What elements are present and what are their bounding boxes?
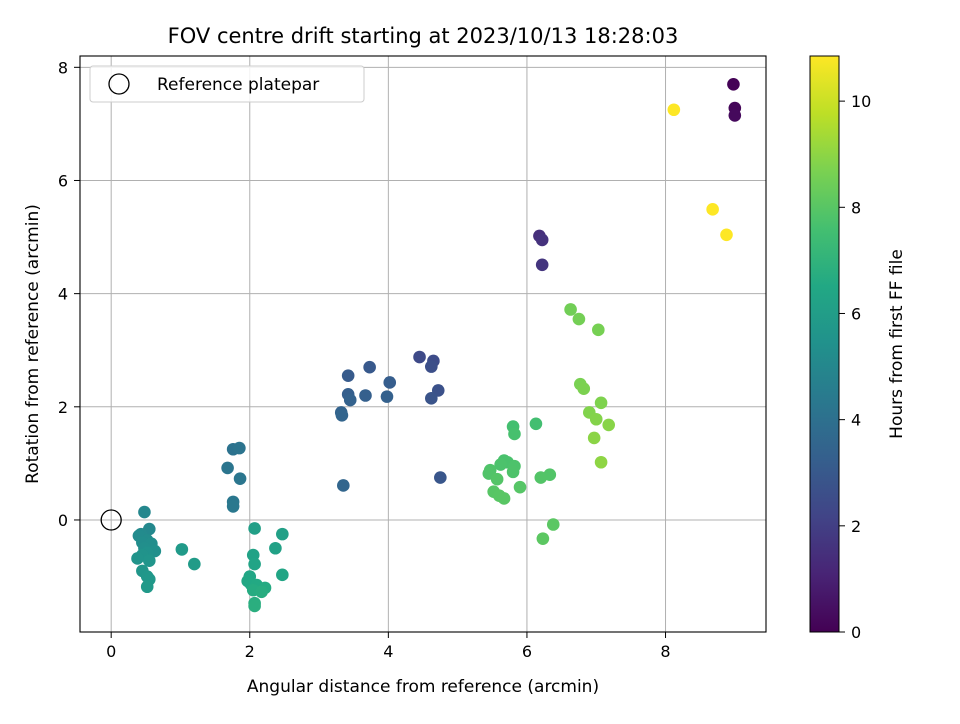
data-point	[594, 455, 608, 469]
reference-platepar-marker	[100, 509, 122, 531]
data-point	[589, 412, 603, 426]
data-point	[535, 258, 549, 272]
data-point	[728, 109, 742, 122]
data-point	[594, 396, 608, 410]
data-point	[425, 360, 438, 373]
data-point	[383, 376, 397, 389]
data-point	[727, 77, 740, 91]
data-point	[341, 369, 355, 382]
colorbar-tick-label: 2	[851, 517, 861, 536]
data-point	[343, 393, 357, 407]
data-point	[233, 441, 246, 455]
y-tick-label: 0	[58, 511, 68, 530]
colorbar-tick-label: 0	[851, 623, 861, 642]
data-point	[380, 390, 394, 403]
data-point	[513, 480, 527, 494]
colorbar-tick-label: 10	[851, 92, 871, 111]
colorbar-label: Hours from first FF file	[887, 249, 907, 439]
data-point	[138, 505, 151, 519]
data-point	[572, 312, 586, 326]
data-point	[142, 554, 156, 568]
data-point	[667, 103, 681, 117]
data-point	[359, 389, 372, 402]
y-tick-label: 6	[58, 171, 68, 190]
x-tick-label: 6	[522, 642, 532, 661]
data-point	[248, 522, 261, 535]
legend-box	[89, 65, 365, 103]
data-point	[248, 599, 261, 613]
data-point	[434, 471, 447, 484]
data-point	[706, 203, 719, 216]
data-point	[226, 500, 240, 513]
colorbar-tick-label: 8	[851, 198, 861, 217]
data-point	[490, 472, 504, 486]
data-point	[534, 471, 548, 484]
y-tick-label: 4	[58, 285, 68, 304]
data-point	[720, 228, 733, 242]
colorbar-ticks: 0 2 4 6 8 10	[839, 92, 871, 642]
x-tick-label: 8	[660, 642, 670, 661]
chart-title: FOV centre drift starting at 2023/10/13 …	[168, 24, 679, 48]
data-point	[497, 492, 511, 505]
data-point	[535, 233, 549, 247]
data-point	[276, 568, 289, 582]
data-point	[546, 518, 560, 531]
data-point	[363, 360, 376, 374]
data-point	[188, 557, 201, 571]
grid-lines	[80, 56, 766, 632]
colorbar: 0 2 4 6 8 10 Hours from first FF file	[809, 55, 907, 642]
x-axis-label: Angular distance from reference (arcmin)	[247, 677, 599, 697]
x-tick-label: 2	[245, 642, 255, 661]
data-point	[221, 461, 234, 475]
y-tick-label: 8	[58, 58, 68, 77]
y-axis-ticks: 0 2 4 6 8	[58, 58, 80, 530]
data-point	[337, 479, 350, 492]
data-point	[233, 472, 247, 485]
data-point	[255, 585, 268, 599]
x-tick-label: 0	[106, 642, 116, 661]
data-point	[140, 580, 154, 594]
data-point	[335, 408, 349, 422]
data-point	[587, 431, 601, 445]
legend-entry-label: Reference platepar	[157, 75, 319, 95]
legend-marker-open-circle	[108, 73, 130, 95]
data-point	[564, 303, 577, 316]
colorbar-tick-label: 4	[851, 411, 861, 430]
data-point	[494, 458, 507, 471]
x-tick-label: 4	[383, 642, 393, 661]
data-point	[577, 382, 591, 395]
data-point	[175, 543, 189, 556]
y-tick-label: 2	[58, 398, 68, 417]
data-point	[269, 541, 282, 555]
data-point	[413, 350, 426, 364]
data-point	[592, 323, 605, 337]
legend: Reference platepar	[89, 65, 365, 103]
data-point	[131, 552, 144, 565]
x-axis-ticks: 0 2 4 6 8	[106, 632, 671, 661]
colorbar-tick-label: 6	[851, 304, 861, 323]
data-point	[536, 532, 550, 545]
data-point	[276, 527, 289, 541]
data-point	[529, 417, 543, 431]
data-point	[508, 427, 521, 441]
y-axis-label: Rotation from reference (arcmin)	[23, 204, 43, 484]
colorbar-gradient	[809, 55, 840, 633]
plot-frame	[79, 55, 767, 633]
data-points	[100, 77, 742, 613]
data-point	[602, 418, 616, 432]
data-point	[248, 557, 261, 571]
data-point	[506, 465, 520, 479]
data-point	[425, 392, 438, 405]
